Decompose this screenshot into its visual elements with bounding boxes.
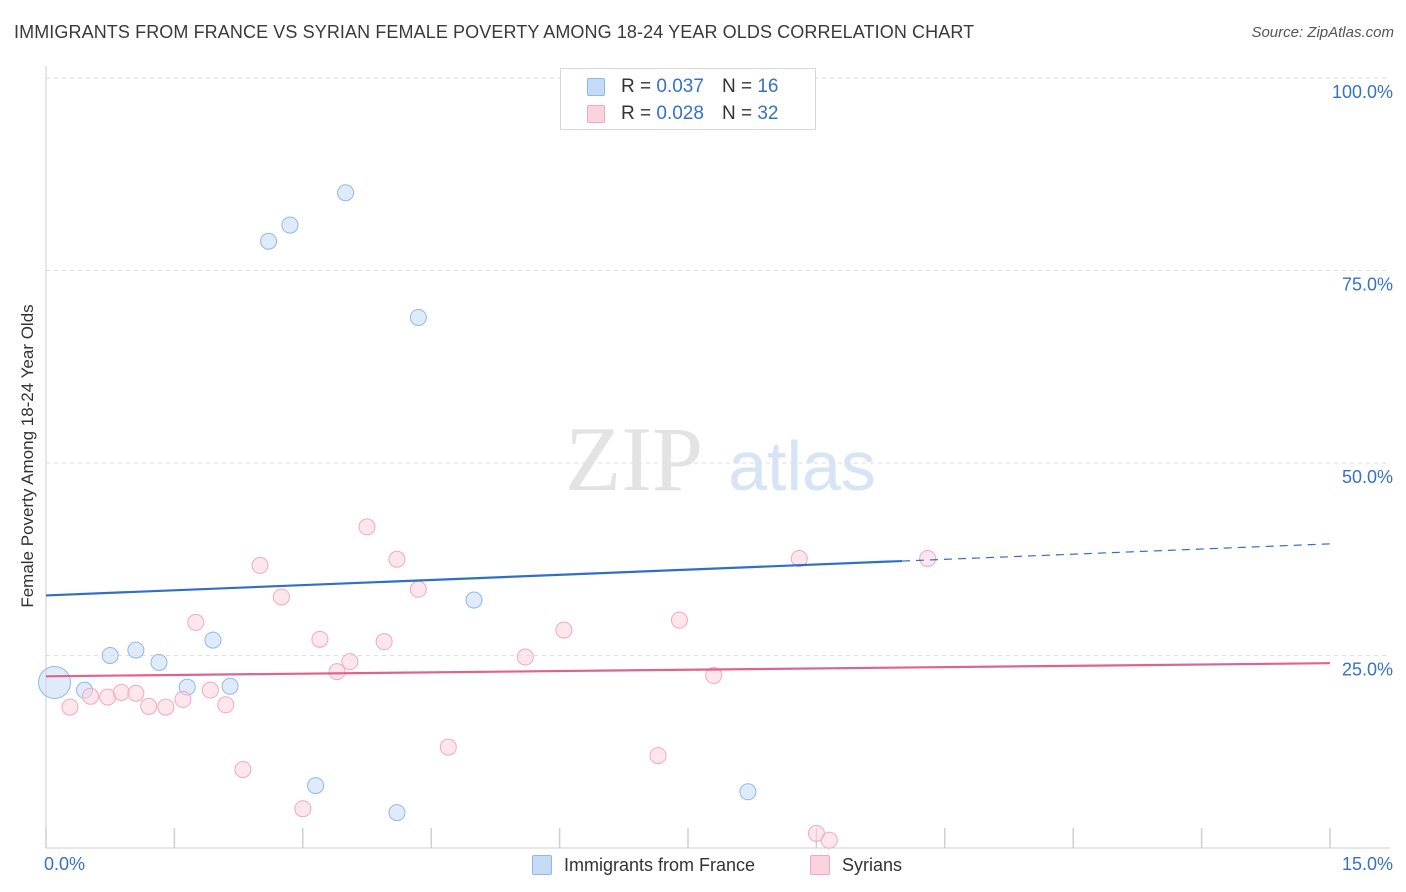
series-syrians-points	[61, 518, 937, 849]
tick-labels: 25.0% 50.0% 75.0% 100.0% 0.0% 15.0%	[44, 82, 1393, 874]
syrians-legend-swatch	[810, 855, 830, 875]
syrians-point	[157, 698, 175, 716]
syrians-legend-label: Syrians	[842, 854, 903, 875]
y-tick-label: 25.0%	[1342, 660, 1393, 680]
gridlines	[46, 77, 1390, 656]
syrians-point	[187, 613, 205, 631]
y-tick-label: 50.0%	[1342, 467, 1393, 487]
syrians-point	[174, 690, 192, 708]
syrians-point	[790, 549, 808, 567]
syrians-point	[217, 696, 235, 714]
france-point	[409, 308, 427, 326]
trend-lines	[45, 543, 1331, 678]
syrians-point	[328, 663, 346, 681]
syrians-point	[311, 630, 329, 648]
syrians-point	[555, 621, 573, 639]
syrians-point	[82, 687, 100, 705]
syrians-point	[409, 580, 427, 598]
france-trend-line	[45, 559, 903, 597]
france-legend-swatch	[532, 855, 552, 875]
r-value: 0.028	[656, 103, 704, 124]
france-legend-label: Immigrants from France	[564, 854, 756, 875]
n-value: 32	[757, 103, 779, 124]
syrians-point	[341, 653, 359, 671]
stats-legend-row-france: R = 0.037 N = 16	[587, 75, 778, 99]
syrians-point	[705, 667, 723, 685]
series-france-points	[38, 184, 757, 822]
syrians-point	[140, 697, 158, 715]
syrians-swatch	[587, 105, 605, 123]
syrians-point	[127, 684, 145, 702]
france-point	[465, 591, 483, 609]
syrians-point	[294, 800, 312, 818]
france-point	[150, 653, 168, 671]
y-tick-label: 75.0%	[1342, 275, 1393, 295]
n-label: N =	[721, 103, 753, 124]
france-point	[204, 631, 222, 649]
france-point	[221, 677, 239, 695]
france-point	[38, 665, 72, 699]
syrians-point	[919, 549, 937, 567]
syrians-point	[234, 760, 252, 778]
watermark: ZIP atlas	[565, 408, 876, 510]
france-point	[337, 184, 355, 202]
syrians-point	[439, 738, 457, 756]
watermark-atlas: atlas	[728, 427, 876, 505]
syrians-point	[388, 550, 406, 568]
n-label: N =	[721, 76, 753, 97]
france-swatch	[587, 78, 605, 96]
france-point	[101, 647, 119, 664]
france-point	[127, 641, 145, 659]
syrians-point	[201, 681, 219, 699]
n-value: 16	[757, 76, 779, 97]
r-label: R =	[621, 76, 652, 97]
france-point	[388, 804, 406, 822]
legend-item-france: Immigrants from France	[532, 852, 755, 878]
y-tick-label: 100.0%	[1332, 82, 1393, 102]
legend-item-syrians: Syrians	[810, 852, 902, 878]
syrians-point	[516, 648, 534, 666]
syrians-point	[358, 518, 376, 536]
y-axis-label: Female Poverty Among 18-24 Year Olds	[18, 304, 37, 608]
r-label: R =	[621, 103, 652, 124]
syrians-point	[272, 588, 290, 606]
syrians-trend-line	[45, 662, 1331, 678]
syrians-point	[112, 683, 130, 701]
syrians-point	[649, 747, 667, 765]
france-point	[307, 777, 325, 795]
syrians-point	[251, 556, 269, 574]
syrians-point	[61, 698, 79, 716]
france-point	[739, 783, 757, 801]
chart-title: IMMIGRANTS FROM FRANCE VS SYRIAN FEMALE …	[14, 22, 975, 42]
x-tick-label: 15.0%	[1342, 854, 1393, 874]
france-point	[260, 232, 278, 250]
syrians-point	[670, 611, 688, 629]
syrians-point	[375, 633, 393, 651]
france-point	[281, 216, 299, 234]
stats-legend: R = 0.037 N = 16 R = 0.028 N = 32	[560, 68, 816, 130]
syrians-point	[820, 831, 838, 849]
france-trend-extension	[901, 543, 1331, 562]
axes	[45, 66, 1390, 849]
watermark-zip: ZIP	[565, 408, 703, 510]
source-label: Source: ZipAtlas.com	[1251, 24, 1394, 41]
r-value: 0.037	[656, 76, 704, 97]
stats-legend-row-syrians: R = 0.028 N = 32	[587, 102, 778, 126]
x-tick-label: 0.0%	[44, 854, 85, 874]
